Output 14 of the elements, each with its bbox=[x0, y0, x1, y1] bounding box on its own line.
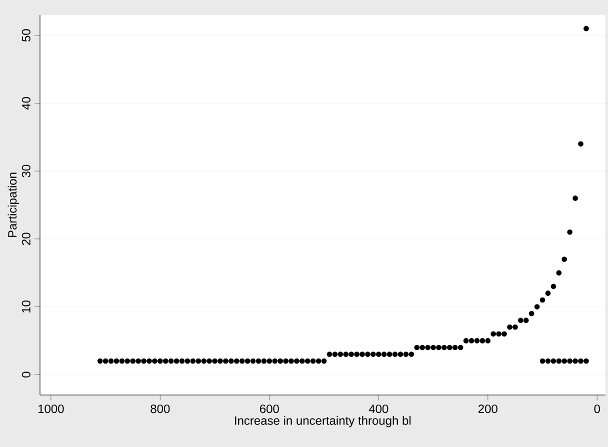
x-tick-label: 1000 bbox=[38, 404, 64, 414]
x-tick-label: 800 bbox=[150, 404, 170, 414]
y-tick-label: 30 bbox=[22, 164, 30, 178]
y-tick-label: 0 bbox=[22, 372, 30, 378]
y-tick-label: 40 bbox=[22, 97, 30, 110]
y-tick-label: 50 bbox=[22, 29, 30, 42]
x-axis-title: Increase in uncertainty through bl bbox=[235, 416, 411, 428]
x-tick-label: 600 bbox=[260, 404, 279, 414]
y-tick-label: 10 bbox=[22, 300, 30, 313]
y-axis-title: Participation bbox=[8, 172, 19, 238]
x-tick-label: 200 bbox=[478, 404, 498, 414]
x-tick-label: 0 bbox=[594, 404, 600, 414]
y-tick-label: 20 bbox=[22, 232, 30, 245]
x-tick-label: 400 bbox=[368, 404, 388, 414]
